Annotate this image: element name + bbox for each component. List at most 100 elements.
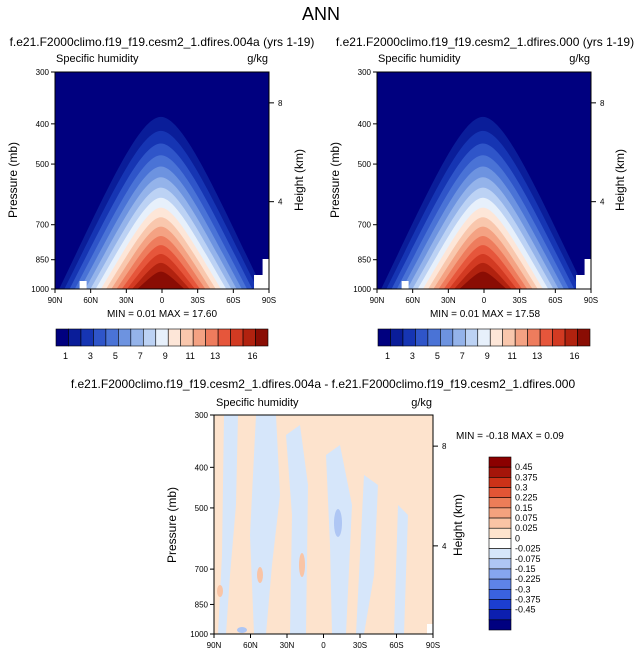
- y-tick-label: 850: [358, 256, 372, 265]
- x-tick-label: 90S: [584, 296, 598, 305]
- colorbar-box: [452, 328, 466, 347]
- colorbar-box: [402, 328, 416, 347]
- surface-mask: [576, 259, 591, 289]
- panel-a-contour-field: [55, 72, 269, 289]
- colorbar-box: [217, 328, 231, 347]
- y-tick-label: 400: [195, 463, 209, 472]
- x-tick-label: 60S: [389, 641, 403, 650]
- x-tick-label: 0: [321, 641, 326, 650]
- x-tick-label: 60S: [548, 296, 562, 305]
- colorbar-box: [415, 328, 429, 347]
- y-tick-label: 500: [358, 160, 372, 169]
- y-tick-label: 1000: [353, 285, 371, 294]
- colorbar-box: [488, 588, 512, 600]
- surface-mask: [254, 259, 269, 289]
- panel-b-colorbar: 1 3 5 7 9 11 13 16: [377, 328, 591, 361]
- y-tick-label: 700: [36, 221, 50, 230]
- panel-b-contour-field: [377, 72, 591, 289]
- colorbar-box: [539, 328, 553, 347]
- colorbar-box: [477, 328, 491, 347]
- colorbar-label: 9: [485, 351, 490, 361]
- colorbar-label: 3: [410, 351, 415, 361]
- colorbar-label: 11: [186, 351, 195, 361]
- colorbar-label: 5: [435, 351, 440, 361]
- panel-diff-ylabel: Pressure (mb): [165, 487, 179, 563]
- colorbar-box: [488, 538, 512, 549]
- colorbar-label: 3: [88, 351, 93, 361]
- colorbar-box: [564, 328, 578, 347]
- colorbar-label: 0.025: [515, 523, 538, 533]
- panel-a: f.e21.F2000climo.f19_f19.cesm2_1.dfires.…: [6, 35, 314, 361]
- panel-b-axes: 300 400 500 700 850 1000 90N 60N 30N 0 30S 60S 90S 8 4: [353, 68, 605, 305]
- colorbar-box: [130, 328, 144, 347]
- colorbar-label: 0.225: [515, 493, 538, 503]
- colorbar-box: [427, 328, 441, 347]
- x-tick-label: 90N: [370, 296, 385, 305]
- diff-negative-region: [394, 505, 408, 634]
- colorbar-box: [55, 328, 69, 347]
- colorbar-box: [192, 328, 206, 347]
- colorbar-label: 16: [570, 351, 580, 361]
- colorbar-box: [577, 328, 591, 347]
- colorbar-box: [488, 517, 512, 529]
- y-tick-label: 850: [36, 256, 50, 265]
- colorbar-label: -0.3: [515, 584, 531, 594]
- y-tick-label: 700: [358, 221, 372, 230]
- humidity-level-16: [459, 271, 507, 289]
- colorbar-box: [488, 578, 512, 590]
- x-tick-label: 30S: [191, 296, 205, 305]
- y-tick-label: 300: [358, 68, 372, 77]
- x-tick-label: 60S: [226, 296, 240, 305]
- panel-diff-variable: Specific humidity: [216, 397, 299, 409]
- panel-a-units: g/kg: [247, 53, 268, 65]
- panel-b-units: g/kg: [569, 53, 590, 65]
- colorbar-box: [142, 328, 157, 347]
- colorbar-label: -0.45: [515, 605, 536, 615]
- colorbar-label: 0.45: [515, 462, 533, 472]
- diff-positive-core: [217, 585, 223, 597]
- height-tick-label: 8: [278, 99, 283, 108]
- y-tick-label: 400: [36, 120, 50, 129]
- colorbar-label: 13: [532, 351, 542, 361]
- colorbar-box: [93, 328, 107, 347]
- y-tick-label: 1000: [190, 630, 208, 639]
- panel-b-variable: Specific humidity: [378, 53, 461, 65]
- colorbar-label: 16: [248, 351, 258, 361]
- colorbar-box: [552, 328, 566, 347]
- diff-negative-region: [356, 475, 378, 634]
- colorbar-label: 5: [113, 351, 118, 361]
- colorbar-box: [488, 599, 512, 610]
- panel-diff: f.e21.F2000climo.f19_f19.cesm2_1.dfires.…: [71, 377, 576, 650]
- colorbar-box: [242, 328, 256, 347]
- colorbar-label: 13: [210, 351, 220, 361]
- diff-positive-core: [257, 567, 263, 583]
- colorbar-box: [377, 328, 391, 347]
- colorbar-box: [502, 328, 516, 347]
- panel-diff-contour-field: [214, 415, 433, 634]
- y-tick-label: 300: [36, 68, 50, 77]
- panel-b-height-label: Height (km): [613, 149, 627, 211]
- y-tick-label: 700: [195, 565, 209, 574]
- y-tick-label: 300: [195, 411, 209, 420]
- x-tick-label: 30N: [441, 296, 456, 305]
- colorbar-box: [205, 328, 219, 347]
- x-tick-label: 30S: [513, 296, 527, 305]
- colorbar-box: [488, 507, 512, 519]
- y-tick-label: 500: [36, 160, 50, 169]
- colorbar-label: 0: [515, 533, 520, 543]
- colorbar-label: 7: [138, 351, 143, 361]
- colorbar-box: [527, 328, 541, 347]
- colorbar-box: [489, 328, 504, 347]
- colorbar-box: [488, 527, 512, 539]
- x-tick-label: 0: [160, 296, 165, 305]
- x-tick-label: 60N: [405, 296, 420, 305]
- colorbar-box: [488, 466, 512, 478]
- colorbar-label: 1: [385, 351, 390, 361]
- colorbar-label: 0.3: [515, 483, 528, 493]
- surface-mask: [427, 624, 433, 634]
- y-tick-label: 400: [358, 120, 372, 129]
- colorbar-label: -0.15: [515, 564, 536, 574]
- x-tick-label: 90N: [207, 641, 222, 650]
- colorbar-box: [488, 487, 512, 499]
